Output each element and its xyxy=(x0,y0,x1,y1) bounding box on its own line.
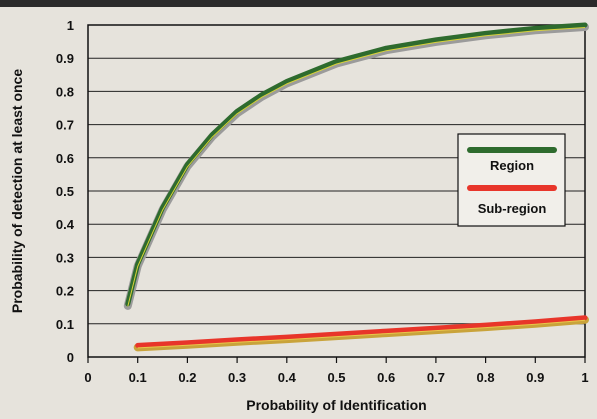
x-tick-label: 0.6 xyxy=(377,370,395,385)
y-tick-label: 0.2 xyxy=(56,284,74,299)
y-tick-label: 0.7 xyxy=(56,118,74,133)
y-tick-label: 0.8 xyxy=(56,84,74,99)
y-tick-label: 0.3 xyxy=(56,250,74,265)
x-tick-label: 0.4 xyxy=(278,370,297,385)
top-dark-band xyxy=(0,0,597,7)
y-tick-label: 0.9 xyxy=(56,51,74,66)
x-tick-label: 0.2 xyxy=(178,370,196,385)
x-tick-label: 0.7 xyxy=(427,370,445,385)
y-tick-label: 0.4 xyxy=(56,217,75,232)
y-tick-label: 0.5 xyxy=(56,184,74,199)
x-tick-label: 0 xyxy=(84,370,91,385)
y-tick-label: 1 xyxy=(67,18,74,33)
y-tick-label: 0.6 xyxy=(56,151,74,166)
y-tick-label: 0.1 xyxy=(56,317,74,332)
series-edge-region xyxy=(127,27,586,307)
y-axis-ticks: 0 0.1 0.2 0.3 0.4 0.5 0.6 0.7 0.8 0.9 1 xyxy=(56,18,75,365)
series-edge-sub-region xyxy=(137,319,586,349)
x-tick-label: 1 xyxy=(581,370,588,385)
series-line-region xyxy=(125,22,588,307)
legend-label-sub-region: Sub-region xyxy=(478,201,547,216)
legend-label-region: Region xyxy=(490,158,534,173)
x-tick-label: 0.5 xyxy=(327,370,345,385)
x-tick-label: 0.1 xyxy=(129,370,147,385)
y-axis-title: Probability of detection at least once xyxy=(9,69,25,313)
series-lines xyxy=(123,22,589,352)
x-tick-label: 0.9 xyxy=(526,370,544,385)
x-axis-title: Probability of Identification xyxy=(246,397,426,413)
x-tick-label: 0.8 xyxy=(477,370,495,385)
x-axis-ticks: 0 0.1 0.2 0.3 0.4 0.5 0.6 0.7 0.8 0.9 1 xyxy=(84,357,589,385)
legend: Region Sub-region xyxy=(457,133,566,227)
y-tick-label: 0 xyxy=(67,350,74,365)
series-line-sub-region xyxy=(135,315,588,348)
x-tick-label: 0.3 xyxy=(228,370,246,385)
